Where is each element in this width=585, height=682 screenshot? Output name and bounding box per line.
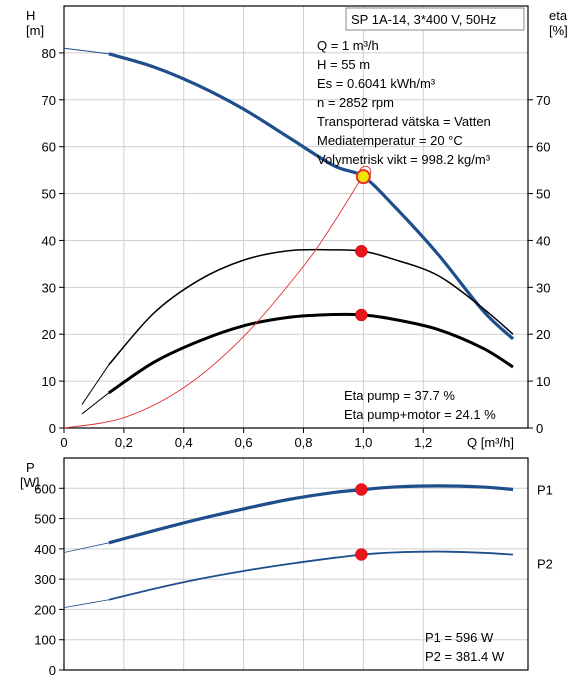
y-tick-label: 20: [42, 327, 56, 342]
y-tick-label: 0: [49, 421, 56, 436]
power-plot-frame: [63, 457, 529, 671]
y-tick-label: 60: [42, 140, 56, 155]
eta-pump-motor-extension: [81, 392, 110, 415]
right-y-tick-label: 50: [536, 187, 550, 202]
right-y-tick-label: 10: [536, 374, 550, 389]
y-tick-label: 70: [42, 93, 56, 108]
info-line: Q = 1 m³/h: [317, 38, 379, 53]
p-y-tick-label: 400: [34, 542, 56, 557]
p-y-tick-label: 0: [49, 663, 56, 678]
x-tick-label: 1,2: [414, 435, 432, 450]
system-curve-line: [63, 174, 364, 429]
p-y-tick-label: 600: [34, 481, 56, 496]
P1-extension: [63, 542, 109, 553]
left-axis-label: H: [26, 8, 35, 23]
x-tick-label: 0,8: [294, 435, 312, 450]
right-y-tick-label: 0: [536, 421, 543, 436]
power-axis-unit: [W]: [20, 475, 40, 490]
y-tick-label: 10: [42, 374, 56, 389]
head-curve: [108, 52, 515, 341]
efficiency-line: Eta pump+motor = 24.1 %: [344, 407, 496, 422]
right-y-tick-label: 40: [536, 233, 550, 248]
power-chart: [59, 457, 529, 671]
power-axis-label: P: [26, 460, 35, 475]
right-y-tick-label: 70: [536, 93, 550, 108]
power-marker: [355, 483, 368, 496]
power-marker: [355, 548, 368, 561]
head-extension: [63, 47, 109, 55]
y-tick-label: 30: [42, 280, 56, 295]
right-y-tick-label: 60: [536, 140, 550, 155]
p-y-tick-label: 300: [34, 572, 56, 587]
P1-curve: [108, 484, 514, 545]
eta-pump-curve: [108, 248, 514, 366]
head-efficiency-chart: [59, 5, 533, 433]
power-readout: P1 = 596 W: [425, 630, 494, 645]
right-y-tick-label: 20: [536, 327, 550, 342]
right-y-tick-label: 30: [536, 280, 550, 295]
info-line: Transporterad vätska = Vatten: [317, 114, 491, 129]
x-axis-label: Q [m³/h]: [467, 435, 514, 450]
x-tick-label: 1,0: [354, 435, 372, 450]
efficiency-marker: [355, 244, 368, 258]
series-label-p1: P1: [537, 482, 553, 497]
chart-title: SP 1A-14, 3*400 V, 50Hz: [351, 12, 496, 27]
plot-frame: [63, 5, 529, 429]
y-tick-label: 40: [42, 233, 56, 248]
right-axis-unit: [%]: [549, 23, 568, 38]
y-tick-label: 80: [42, 46, 56, 61]
right-axis-label: eta: [549, 8, 568, 23]
eta-pump-motor-curve: [108, 312, 514, 395]
duty-point-marker: [355, 169, 371, 185]
title-box: [345, 7, 525, 31]
power-readout: P2 = 381.4 W: [425, 649, 505, 664]
efficiency-marker: [355, 308, 368, 322]
P2-extension: [63, 599, 109, 609]
info-line: n = 2852 rpm: [317, 95, 394, 110]
series-label-p2: P2: [537, 557, 553, 572]
left-axis-unit: [m]: [26, 23, 44, 38]
x-tick-label: 0,4: [175, 435, 193, 450]
x-tick-label: 0,6: [235, 435, 253, 450]
p-y-tick-label: 500: [34, 512, 56, 527]
info-line: H = 55 m: [317, 57, 370, 72]
p-y-tick-label: 200: [34, 602, 56, 617]
p-y-tick-label: 100: [34, 633, 56, 648]
info-line: Es = 0.6041 kWh/m³: [317, 76, 436, 91]
info-line: Volymetrisk vikt = 998.2 kg/m³: [317, 152, 491, 167]
eta-pump-extension: [81, 364, 110, 405]
P2-curve: [108, 550, 514, 601]
x-tick-label: 0: [60, 435, 67, 450]
efficiency-line: Eta pump = 37.7 %: [344, 388, 455, 403]
x-tick-label: 0,2: [115, 435, 133, 450]
y-tick-label: 50: [42, 187, 56, 202]
info-line: Mediatemperatur = 20 °C: [317, 133, 463, 148]
